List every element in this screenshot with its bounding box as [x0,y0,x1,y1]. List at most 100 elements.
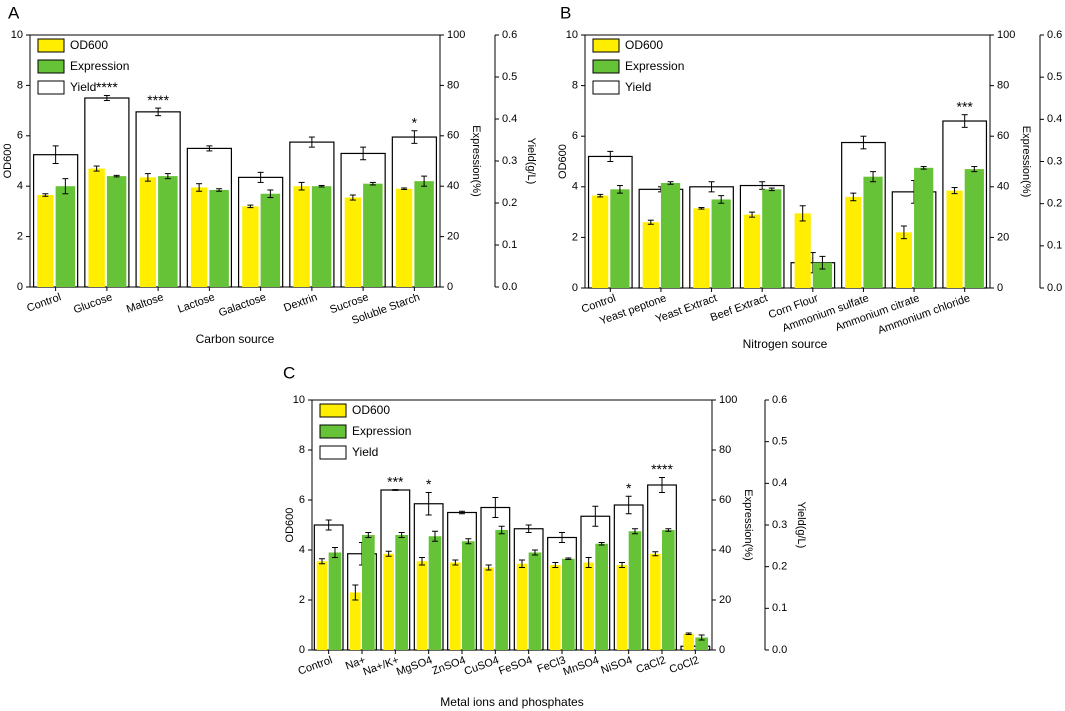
error-bar [325,519,332,531]
tick-label: 0.0 [502,281,517,293]
tick-label: 80 [719,444,731,456]
bar [428,536,442,650]
error-bar [216,188,223,192]
bar [363,183,383,287]
bar [383,553,394,650]
x-axis-label: Metal ions and phosphates [440,695,583,709]
tick-label: 10 [293,394,305,406]
x-tick-label: CoCl2 [668,654,701,676]
bar [395,535,408,650]
error-bar [498,525,505,535]
bar [592,195,609,288]
error-bar [592,505,599,527]
error-bar [685,632,692,635]
error-bar [920,166,927,170]
bar [311,186,332,287]
bar [209,189,229,287]
tick-label: 0.1 [1047,240,1062,252]
x-tick-label: Control [25,291,62,314]
error-bar [667,181,674,185]
bar [395,188,413,287]
error-bar [113,174,120,178]
tick-label: 0.0 [772,644,787,656]
error-bar [411,130,418,144]
bar [762,189,782,288]
tick-label: 0 [17,281,23,293]
tick-label: 40 [997,181,1009,193]
x-tick-label: Galactose [217,291,268,319]
x-tick-label: FeSO4 [497,654,534,677]
x-tick-label: MgSO4 [395,654,434,678]
tick-label: 10 [11,29,23,41]
tick-label: 8 [299,444,305,456]
bar [139,177,157,287]
error-bar [103,94,110,102]
bar [683,633,694,650]
error-bar [257,171,264,183]
error-bar [749,211,756,218]
legend-swatch [37,59,65,74]
tick-label: 0.6 [772,394,787,406]
bar [628,531,642,650]
bar [450,562,461,650]
legend-label: Yield [70,80,96,94]
error-bar [598,542,605,546]
error-bar [332,547,338,558]
tick-label: 100 [997,29,1015,41]
tick-label: 0.4 [772,477,787,489]
tick-label: 4 [17,180,23,192]
bar [550,565,561,650]
error-bar [62,178,69,195]
significance: **** [147,92,169,108]
legend-label: Expression [625,59,684,73]
y2-axis-label: Expression(%) [470,125,482,197]
y-axis-label: OD600 [557,144,569,179]
error-bar [319,558,325,565]
error-bar [155,107,162,117]
error-bar [625,495,632,515]
tick-label: 0.5 [502,71,517,83]
bar [650,553,661,650]
tick-label: 40 [447,180,459,192]
x-axis-label: Carbon source [196,332,275,346]
error-bar [900,225,907,240]
error-bar [632,528,638,535]
bar [316,561,328,650]
error-bar [698,207,705,210]
bar [863,176,883,288]
x-tick-label: CuSO4 [463,654,501,678]
bar [462,541,475,650]
bar [583,562,594,650]
bar [616,565,628,650]
significance: * [626,480,632,496]
legend-label: OD600 [625,38,663,52]
significance: *** [387,473,404,489]
error-bar [652,551,659,557]
bar [416,561,428,650]
bar [260,193,281,287]
tick-label: 20 [447,231,459,243]
error-bar [616,185,623,194]
tick-label: 0.3 [772,519,787,531]
tick-label: 80 [997,80,1009,92]
x-tick-label: Beef Extract [709,292,769,324]
legend-label: Yield [352,445,378,459]
error-bar [525,524,532,533]
tick-label: 0.2 [772,561,787,573]
error-bar [398,532,405,538]
error-bar [465,538,472,545]
bar [711,199,731,288]
tick-label: 2 [572,231,578,243]
tick-label: 2 [17,231,23,243]
error-bar [298,181,305,191]
y3-axis-label: Yield(g/L) [795,502,807,549]
legend-swatch [592,38,620,53]
error-bar [459,510,465,515]
bar [158,176,178,287]
error-bar [360,146,367,161]
bar [794,213,811,288]
error-bar [961,114,968,128]
bar [695,637,708,650]
error-bar [352,584,359,601]
tick-label: 0.6 [502,29,517,41]
